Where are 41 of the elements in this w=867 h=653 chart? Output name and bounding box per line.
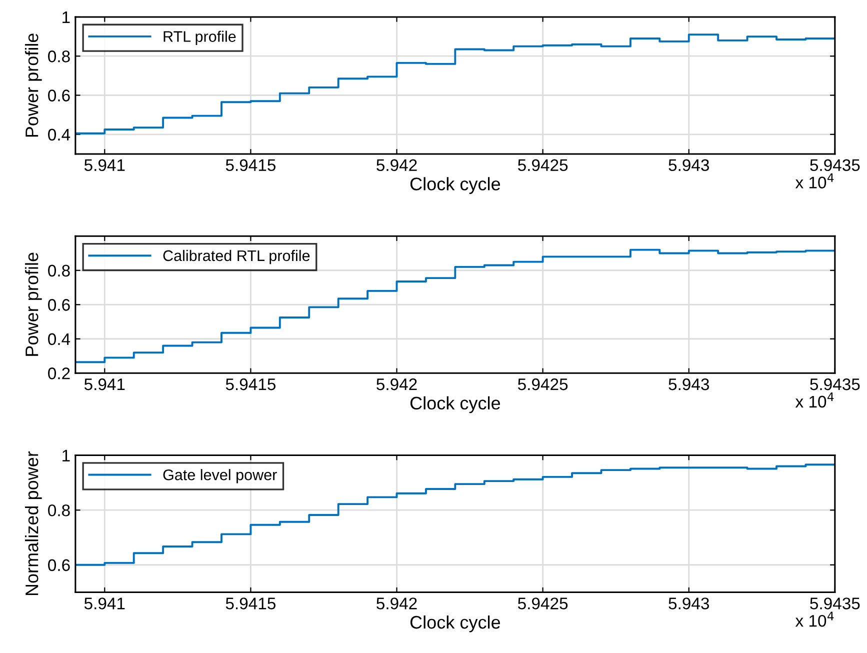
y-tick-label: 0.6 bbox=[48, 90, 70, 102]
y-tick-label: 0.8 bbox=[48, 504, 70, 516]
x-tick-label: 5.942 bbox=[376, 159, 417, 172]
x-axis-title: Clock cycle bbox=[410, 396, 500, 414]
legend-label: RTL profile bbox=[164, 30, 236, 45]
x-axis-title: Clock cycle bbox=[410, 615, 500, 632]
x-tick-label: 5.941 bbox=[84, 159, 125, 172]
x-tick-label: 5.9425 bbox=[518, 598, 568, 610]
legend-label: Calibrated RTL profile bbox=[163, 250, 310, 264]
y-tick-label: 0.8 bbox=[48, 264, 70, 277]
y-tick-label: 1 bbox=[62, 12, 70, 24]
y-axis-title: Power profile bbox=[25, 34, 42, 137]
y-axis-title: Power profile bbox=[25, 252, 42, 356]
x-tick-label: 5.9415 bbox=[226, 378, 276, 390]
y-tick-label: 0.4 bbox=[48, 128, 70, 141]
x-tick-label: 5.941 bbox=[84, 378, 125, 390]
x-tick-label: 5.9435 bbox=[810, 159, 860, 172]
x-tick-label: 5.941 bbox=[84, 598, 125, 610]
x-tick-label: 5.9415 bbox=[226, 598, 276, 610]
y-tick-label: 0.8 bbox=[48, 50, 70, 62]
y-tick-label: 0.2 bbox=[48, 368, 70, 380]
y-tick-label: 0.6 bbox=[48, 299, 70, 311]
x-tick-label: 5.942 bbox=[376, 598, 417, 610]
x-tick-label: 5.942 bbox=[376, 378, 417, 390]
x-tick-label: 5.9425 bbox=[518, 378, 568, 390]
x-axis-title: Clock cycle bbox=[410, 177, 500, 194]
x-tick-label: 5.9415 bbox=[226, 159, 276, 172]
x-tick-label: 5.9425 bbox=[518, 159, 568, 172]
x-tick-label: 5.943 bbox=[668, 598, 709, 610]
x-tick-label: 5.9435 bbox=[810, 598, 860, 610]
x-tick-label: 5.9435 bbox=[810, 378, 860, 390]
text: x 10$^{4}$ bbox=[795, 392, 834, 408]
y-tick-label: 0.4 bbox=[48, 333, 70, 346]
y-tick-label: 1 bbox=[62, 450, 70, 462]
x-tick-label: 5.943 bbox=[668, 378, 709, 390]
x-tick-label: 5.943 bbox=[668, 159, 709, 172]
text: x 10$^{4}$ bbox=[795, 612, 834, 627]
legend-label: Gate level power bbox=[163, 469, 277, 484]
y-tick-label: 0.6 bbox=[48, 559, 70, 572]
y-axis-title: Normalized power bbox=[25, 451, 42, 596]
text: x 10$^{4}$ bbox=[795, 173, 834, 188]
